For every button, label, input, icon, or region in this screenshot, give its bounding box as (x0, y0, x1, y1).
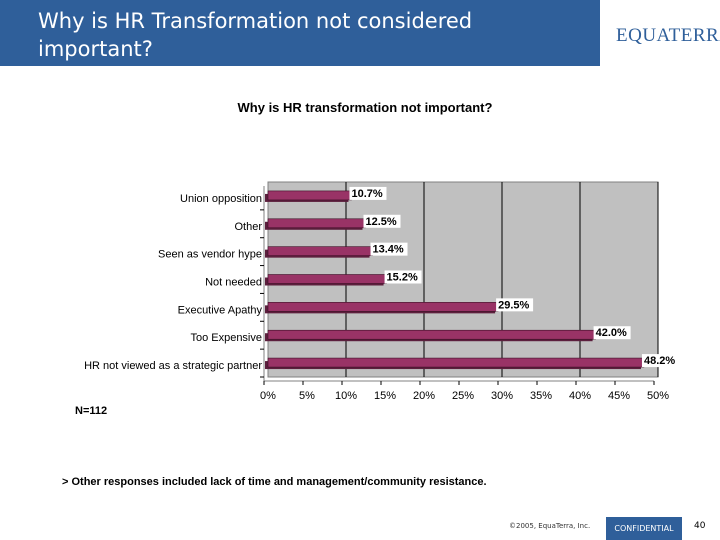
x-tick-label: 10% (335, 390, 357, 402)
data-label-box (349, 186, 387, 200)
bar (267, 329, 596, 340)
data-label: 12.5% (366, 216, 397, 228)
x-tick-label: 20% (413, 390, 435, 402)
data-label: 10.7% (351, 188, 382, 200)
data-label-box (496, 298, 534, 312)
data-label: 48.2% (644, 355, 675, 367)
category-label: Union opposition (180, 193, 262, 205)
data-label-box (363, 214, 401, 228)
x-tick-label: 15% (374, 390, 396, 402)
data-label: 42.0% (596, 327, 627, 339)
category-label: Not needed (205, 277, 262, 289)
category-label: Too Expensive (190, 332, 262, 344)
category-label: Seen as vendor hype (158, 249, 262, 261)
bar (267, 218, 366, 229)
title-bar: Why is HR Transformation not considered … (0, 0, 600, 66)
equaterra-logo: EQUATERRA (616, 25, 720, 46)
sample-size-label: N=112 (75, 405, 108, 417)
page-number: 40 (694, 521, 706, 531)
bar (267, 274, 387, 284)
confidential-badge: CONFIDENTIAL (606, 517, 682, 540)
x-tick-label: 30% (491, 390, 513, 402)
bar (267, 357, 645, 368)
data-label: 15.2% (387, 272, 418, 284)
chart-title: Why is HR transformation not important? (237, 100, 493, 115)
x-tick-label: 25% (452, 390, 474, 402)
category-label: Other (234, 221, 262, 233)
footnote: > Other responses included lack of time … (62, 476, 487, 488)
data-label-box (370, 242, 408, 256)
copyright-text: ©2005, EquaTerra, Inc. (509, 522, 591, 530)
category-label: Executive Apathy (178, 304, 263, 316)
data-label: 13.4% (373, 244, 404, 256)
x-tick-label: 35% (530, 390, 552, 402)
data-label-box (593, 326, 631, 340)
bar (267, 246, 373, 256)
data-label: 29.5% (498, 299, 529, 311)
category-label: HR not viewed as a strategic partner (84, 360, 262, 372)
x-tick-label: 40% (569, 390, 591, 402)
data-label-box (641, 354, 679, 368)
x-tick-label: 50% (647, 390, 669, 402)
slide-title: Why is HR Transformation not considered … (38, 9, 473, 61)
bar (267, 302, 499, 312)
data-label-box (384, 270, 422, 284)
x-tick-label: 0% (260, 390, 276, 402)
bar (267, 190, 352, 201)
x-tick-label: 5% (299, 390, 315, 402)
x-tick-label: 45% (608, 390, 630, 402)
